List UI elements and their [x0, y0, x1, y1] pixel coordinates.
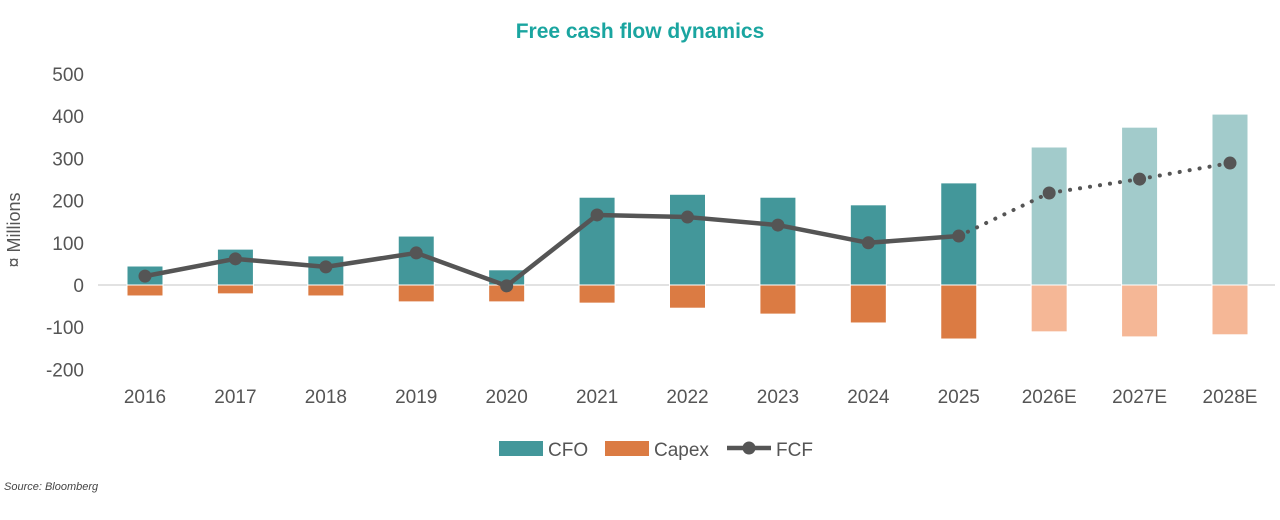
- x-tick-label: 2026E: [1022, 387, 1077, 408]
- fcf-point: [771, 218, 785, 232]
- capex-bar: [307, 284, 345, 297]
- fcf-point: [1133, 172, 1147, 186]
- cfo-bar: [1121, 126, 1159, 286]
- x-tick-label: 2025: [938, 387, 980, 408]
- cfo-bar: [397, 235, 435, 286]
- capex-bar: [940, 284, 978, 340]
- y-tick-label: 200: [52, 192, 84, 213]
- fcf-point: [228, 252, 242, 266]
- fcf-point: [1042, 186, 1056, 200]
- y-tick-label: 100: [52, 234, 84, 255]
- legend-cfo-swatch: [499, 441, 543, 456]
- cfo-bar: [1030, 146, 1068, 286]
- legend-cfo-label: CFO: [548, 440, 588, 461]
- x-tick-label: 2019: [395, 387, 437, 408]
- fcf-point: [500, 279, 514, 293]
- legend: CFO Capex FCF: [499, 440, 813, 461]
- capex-bar: [1030, 284, 1068, 333]
- legend-capex-swatch: [605, 441, 649, 456]
- fcf-point: [319, 260, 333, 274]
- chart-title: Free cash flow dynamics: [515, 20, 765, 43]
- y-tick-label: -200: [46, 360, 84, 381]
- x-tick-label: 2028E: [1203, 387, 1258, 408]
- y-tick-label: 300: [52, 149, 84, 170]
- source-note: Source: Bloomberg: [4, 481, 99, 493]
- x-tick-label: 2023: [757, 387, 799, 408]
- cfo-bar: [759, 196, 797, 286]
- y-tick-label: 0: [73, 276, 84, 297]
- cfo-bar: [669, 193, 706, 286]
- fcf-point: [590, 208, 604, 222]
- y-tick-label: -100: [46, 318, 84, 339]
- fcf-point: [952, 229, 966, 243]
- capex-bar: [216, 284, 254, 295]
- x-tick-label: 2020: [486, 387, 528, 408]
- capex-bar: [578, 284, 616, 304]
- fcf-point: [409, 246, 423, 260]
- x-tick-label: 2027E: [1112, 387, 1167, 408]
- fcf-point: [1223, 156, 1237, 170]
- cfo-bar: [1211, 113, 1249, 286]
- x-tick-label: 2016: [124, 387, 166, 408]
- y-tick-label: 500: [52, 65, 84, 86]
- y-tick-label: 400: [52, 107, 84, 128]
- fcf-point: [138, 269, 152, 283]
- x-tick-label: 2024: [847, 387, 890, 408]
- x-tick-label: 2022: [666, 387, 708, 408]
- capex-bar: [759, 284, 797, 315]
- fcf-point: [681, 210, 694, 224]
- x-tick-label: 2021: [576, 387, 618, 408]
- legend-fcf-label: FCF: [776, 440, 813, 461]
- legend-fcf-marker: [742, 441, 756, 455]
- capex-bar: [1121, 284, 1159, 338]
- capex-bar: [397, 284, 435, 303]
- capex-bar: [669, 284, 706, 309]
- capex-bar: [1211, 284, 1249, 336]
- capex-bar: [126, 284, 164, 297]
- x-tick-label: 2017: [214, 387, 256, 408]
- fcf-point: [861, 236, 875, 250]
- legend-capex-label: Capex: [654, 440, 709, 461]
- fcf-line: [144, 212, 959, 289]
- y-axis-label: ¤ Millions: [4, 192, 24, 267]
- capex-bar: [849, 284, 887, 324]
- fcf-forecast-line: [956, 161, 1232, 239]
- x-tick-label: 2018: [305, 387, 347, 408]
